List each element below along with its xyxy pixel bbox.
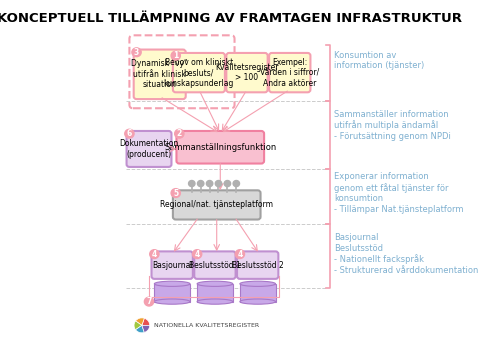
Text: 2: 2	[177, 129, 182, 138]
Text: 4: 4	[237, 250, 242, 259]
Text: 4: 4	[152, 250, 157, 259]
Circle shape	[150, 250, 159, 259]
Text: Basjournal
Beslutsstöd
- Nationellt fackspråk
- Strukturerad vårddokumentation: Basjournal Beslutsstöd - Nationellt fack…	[334, 234, 479, 275]
Circle shape	[224, 181, 230, 187]
Bar	[240, 284, 276, 302]
FancyBboxPatch shape	[173, 190, 261, 220]
Text: Sammanställer information
utifrån multipla ändamål
- Förutsättning genom NPDi: Sammanställer information utifrån multip…	[334, 110, 451, 141]
Text: Regional/nat. tjänsteplatform: Regional/nat. tjänsteplatform	[160, 200, 273, 209]
Text: 4: 4	[194, 250, 200, 259]
Text: Konsumtion av
information (tjänster): Konsumtion av information (tjänster)	[334, 51, 424, 70]
Circle shape	[206, 181, 213, 187]
Ellipse shape	[240, 281, 276, 286]
FancyBboxPatch shape	[269, 53, 311, 92]
Bar	[197, 284, 233, 302]
FancyBboxPatch shape	[227, 53, 268, 92]
FancyBboxPatch shape	[134, 50, 186, 99]
Bar	[155, 284, 190, 302]
Circle shape	[189, 181, 195, 187]
Text: Basjournal: Basjournal	[152, 261, 192, 269]
Text: Dokumentation
(producent): Dokumentation (producent)	[120, 139, 179, 159]
Text: Kvalitetsregister
> 100: Kvalitetsregister > 100	[215, 63, 279, 82]
Circle shape	[125, 129, 134, 138]
FancyBboxPatch shape	[237, 251, 278, 279]
Circle shape	[235, 250, 244, 259]
FancyBboxPatch shape	[127, 131, 171, 167]
Circle shape	[192, 250, 202, 259]
Text: Beslutsstöd 1: Beslutsstöd 1	[189, 261, 241, 269]
FancyBboxPatch shape	[177, 131, 264, 163]
FancyBboxPatch shape	[152, 251, 193, 279]
Text: Beslutsstöd 2: Beslutsstöd 2	[232, 261, 284, 269]
Circle shape	[216, 181, 222, 187]
Circle shape	[171, 51, 180, 60]
Circle shape	[171, 189, 180, 197]
Text: 3: 3	[134, 48, 139, 57]
Circle shape	[132, 48, 141, 57]
Wedge shape	[135, 318, 144, 325]
Ellipse shape	[155, 299, 190, 304]
Wedge shape	[142, 325, 150, 332]
Text: NATIONELLA KVALITETSREGISTER: NATIONELLA KVALITETSREGISTER	[155, 323, 260, 328]
FancyBboxPatch shape	[194, 251, 236, 279]
Text: 5: 5	[173, 188, 178, 198]
Ellipse shape	[240, 299, 276, 304]
Ellipse shape	[155, 281, 190, 286]
FancyBboxPatch shape	[173, 53, 225, 92]
Text: Sammanställningsfunktion: Sammanställningsfunktion	[164, 143, 276, 152]
Ellipse shape	[197, 299, 233, 304]
Ellipse shape	[197, 281, 233, 286]
Text: Dynamisk "vy"
utifrån klinisk
situation: Dynamisk "vy" utifrån klinisk situation	[132, 60, 188, 89]
Text: KONCEPTUELL TILLÄMPNING AV FRAMTAGEN INFRASTRUKTUR: KONCEPTUELL TILLÄMPNING AV FRAMTAGEN INF…	[0, 12, 462, 25]
Text: 6: 6	[127, 129, 132, 138]
Text: 7: 7	[146, 297, 152, 306]
Text: Exponerar information
genom ett fåtal tjänster för
konsumtion
- Tillämpar Nat.tj: Exponerar information genom ett fåtal tj…	[334, 172, 464, 214]
Circle shape	[233, 181, 240, 187]
Text: 1: 1	[173, 51, 179, 60]
Wedge shape	[134, 321, 142, 330]
Text: Behov om kliniskt
besluts/
kunskapsunderlag: Behov om kliniskt besluts/ kunskapsunder…	[164, 58, 234, 88]
Circle shape	[197, 181, 204, 187]
Text: Exempel:
Vården i siffror/
Andra aktörer: Exempel: Vården i siffror/ Andra aktörer	[260, 58, 319, 88]
Wedge shape	[135, 325, 144, 333]
Circle shape	[144, 297, 154, 306]
Wedge shape	[142, 318, 150, 325]
Circle shape	[175, 129, 184, 138]
